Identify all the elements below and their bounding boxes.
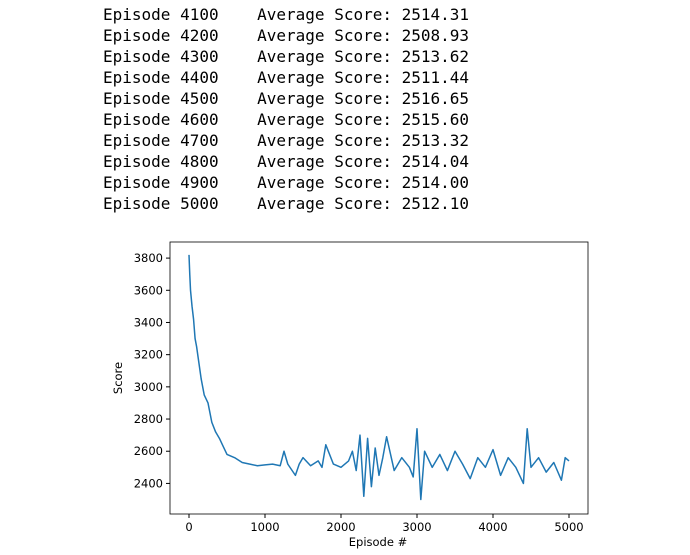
log-line: Episode 4800 Average Score: 2514.04 [103, 152, 469, 171]
x-tick-label: 2000 [326, 520, 355, 534]
log-line: Episode 4300 Average Score: 2513.62 [103, 47, 469, 66]
log-line: Episode 4200 Average Score: 2508.93 [103, 26, 469, 45]
log-line: Episode 4400 Average Score: 2511.44 [103, 68, 469, 87]
y-tick-label: 3600 [134, 283, 163, 297]
log-line: Episode 4900 Average Score: 2514.00 [103, 173, 469, 192]
log-line: Episode 4600 Average Score: 2515.60 [103, 110, 469, 129]
y-tick-label: 3800 [134, 251, 163, 265]
log-line: Episode 5000 Average Score: 2512.10 [103, 194, 469, 213]
y-axis-label: Score [111, 362, 125, 394]
log-line: Episode 4700 Average Score: 2513.32 [103, 131, 469, 150]
x-tick-label: 0 [185, 520, 192, 534]
y-tick-label: 2600 [134, 444, 163, 458]
log-line: Episode 4500 Average Score: 2516.65 [103, 89, 469, 108]
y-tick-label: 2800 [134, 412, 163, 426]
line-series [188, 254, 570, 501]
x-tick-label: 5000 [554, 520, 583, 534]
x-tick-label: 4000 [478, 520, 507, 534]
y-tick-label: 3200 [134, 348, 163, 362]
y-tick-label: 3000 [134, 380, 163, 394]
x-axis-label: Episode # [349, 535, 407, 549]
y-tick-label: 2400 [134, 476, 163, 490]
x-tick-label: 1000 [250, 520, 279, 534]
plot-frame [169, 241, 589, 515]
y-tick-label: 3400 [134, 315, 163, 329]
x-tick-label: 3000 [402, 520, 431, 534]
log-line: Episode 4100 Average Score: 2514.31 [103, 5, 469, 24]
